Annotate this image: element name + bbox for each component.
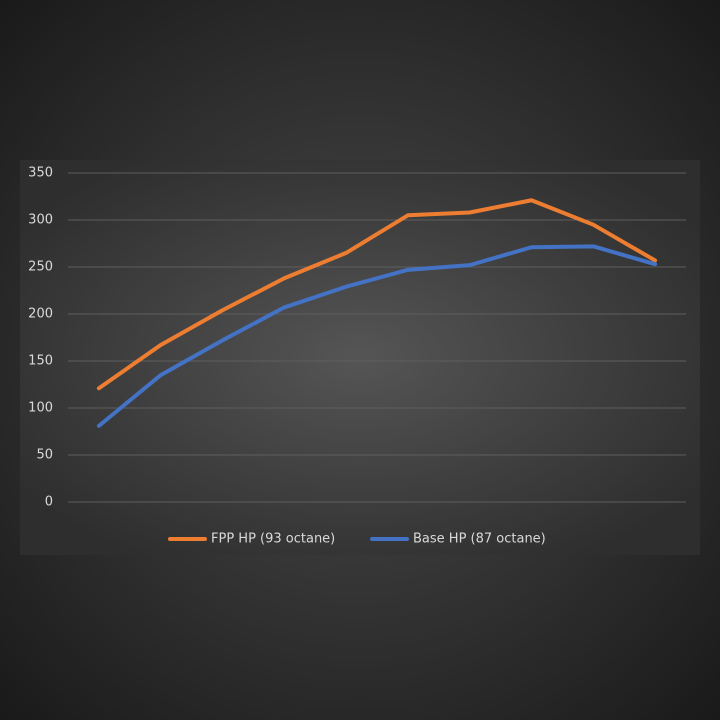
- y-tick-label: 50: [36, 448, 53, 463]
- line: [96, 198, 658, 391]
- legend-label: Base HP (87 octane): [413, 532, 546, 547]
- line: [96, 244, 658, 428]
- y-tick-label: 150: [28, 354, 53, 369]
- y-tick-label: 250: [28, 260, 53, 275]
- plot-panel: [20, 160, 700, 555]
- legend-label: FPP HP (93 octane): [211, 532, 335, 547]
- y-tick-label: 350: [28, 166, 53, 181]
- y-tick-label: 300: [28, 213, 53, 228]
- y-tick-label: 0: [45, 495, 53, 510]
- y-tick-label: 100: [28, 401, 53, 416]
- y-tick-label: 200: [28, 307, 53, 322]
